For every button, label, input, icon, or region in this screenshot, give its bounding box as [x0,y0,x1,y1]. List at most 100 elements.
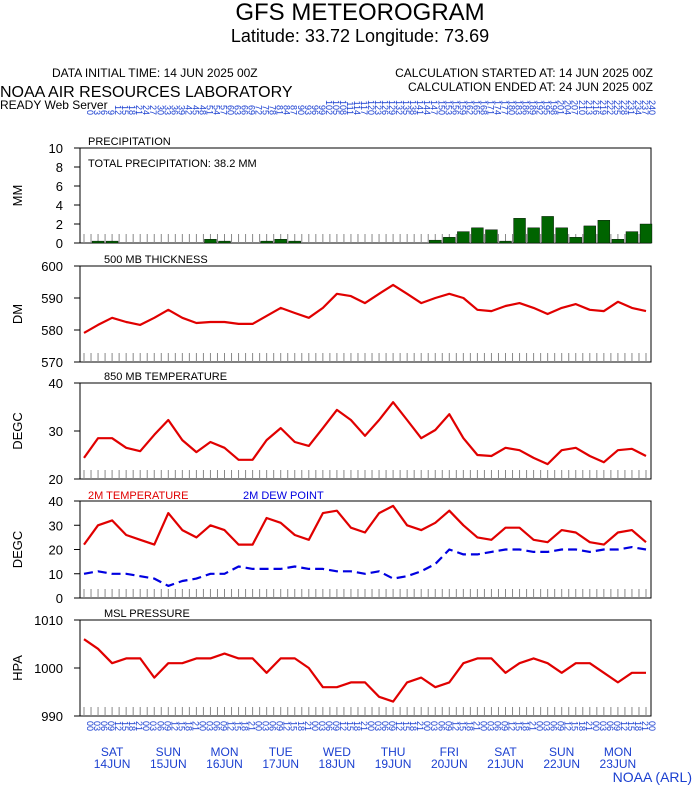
hour-tick-label: 156 [450,100,460,115]
hour-of-day-label: 15 [233,721,243,731]
hour-of-day-label: 18 [127,721,137,731]
date-label: 21JUN [487,757,524,771]
y-tick-label: 10 [49,141,63,156]
bar [91,240,105,244]
hour-tick-label: 18 [127,105,137,115]
bar [513,218,526,244]
line-series [83,638,646,703]
hour-tick-label: 213 [584,100,594,115]
hour-of-day-label: 09 [612,721,622,731]
hour-of-day-label: 21 [415,721,425,731]
hour-of-day-label: 12 [338,721,348,731]
y-tick-label: 0 [56,591,63,606]
hour-of-day-label: 00 [85,721,95,731]
hour-tick-label: 105 [331,100,341,115]
hour-of-day-label: 03 [485,721,495,731]
weekday-label: MON [604,745,632,759]
weekday-label: FRI [440,745,459,759]
hour-tick-label: 150 [436,100,446,115]
hour-of-day-label: 18 [464,721,474,731]
hour-of-day-label: 12 [169,721,179,731]
line-series [83,283,647,334]
hour-tick-label: 159 [457,100,467,115]
hour-tick-label: 210 [577,100,587,115]
bar [555,227,568,244]
y-tick-label: 4 [56,198,63,213]
lab-name: NOAA AIR RESOURCES LABORATORY [0,84,293,101]
bar [274,238,287,244]
hour-tick-label: 81 [275,105,285,115]
hour-tick-label: 225 [612,100,622,115]
hour-of-day-label: 12 [113,721,123,731]
hour-of-day-label: 00 [254,721,264,731]
hour-of-day-label: 09 [387,721,397,731]
y-axis-label: DM [10,304,25,324]
hour-of-day-label: 00 [197,721,207,731]
panel-title: MSL PRESSURE [104,608,190,620]
hour-of-day-label: 15 [401,721,411,731]
hour-tick-label: 120 [366,100,376,115]
hour-tick-label: 69 [247,105,257,115]
hour-tick-label: 237 [640,100,650,115]
hour-of-day-label: 09 [556,721,566,731]
hour-of-day-label: 18 [352,721,362,731]
hour-tick-label: 45 [190,105,200,115]
hour-of-day-label: 21 [528,721,538,731]
credit: NOAA (ARL) [613,769,692,785]
bar [611,238,625,244]
initial-time: DATA INITIAL TIME: 14 JUN 2025 00Z [52,66,258,80]
hour-tick-label: 177 [499,100,509,115]
bar [499,240,512,244]
hour-tick-label: 12 [113,105,123,115]
hour-of-day-label: 18 [633,721,643,731]
date-label: 16JUN [206,757,243,771]
y-axis-label: MM [10,185,25,207]
calc-ended: CALCULATION ENDED AT: 24 JUN 2025 00Z [408,80,653,94]
hour-tick-label: 6 [99,110,109,115]
hour-tick-label: 174 [492,100,502,115]
hour-tick-label: 114 [352,101,362,115]
hour-tick-label: 78 [268,105,278,115]
hour-tick-label: 168 [478,100,488,115]
hour-of-day-label: 18 [521,721,531,731]
line-series [83,546,647,587]
date-label: 15JUN [150,757,187,771]
hour-of-day-label: 06 [605,721,615,731]
hour-tick-label: 186 [521,100,531,115]
hour-of-day-label: 15 [289,721,299,731]
weekday-label: SUN [549,745,574,759]
hour-tick-label: 15 [120,105,130,115]
date-label: 14JUN [94,757,131,771]
bar [105,240,119,244]
weekday-label: SAT [494,745,517,759]
hour-tick-label: 231 [626,100,636,115]
bar [541,216,554,244]
hour-tick-label: 117 [359,101,369,115]
hour-tick-label: 99 [317,105,327,115]
weekday-label: SAT [101,745,124,759]
hour-of-day-label: 21 [471,721,481,731]
y-tick-label: 40 [49,494,63,509]
hour-of-day-label: 09 [106,721,116,731]
hour-tick-label: 183 [514,100,524,115]
hour-tick-label: 198 [549,100,559,115]
bar [639,223,653,244]
weekday-label: THU [381,745,406,759]
y-tick-label: 10 [49,567,63,582]
y-tick-label: 40 [49,376,63,391]
hour-of-day-label: 18 [240,721,250,731]
bar [485,229,498,244]
hour-of-day-label: 18 [577,721,587,731]
hour-tick-label: 96 [310,105,320,115]
y-tick-label: 600 [41,259,63,274]
server: READY Web Server [0,98,108,112]
hour-tick-label: 90 [296,105,306,115]
y-tick-label: 0 [56,236,63,251]
hour-of-day-label: 15 [626,721,636,731]
hour-of-day-label: 00 [141,721,151,731]
hour-of-day-label: 21 [190,721,200,731]
panel-frame [79,382,652,480]
hour-of-day-label: 12 [394,721,404,731]
hour-tick-label: 33 [162,105,172,115]
